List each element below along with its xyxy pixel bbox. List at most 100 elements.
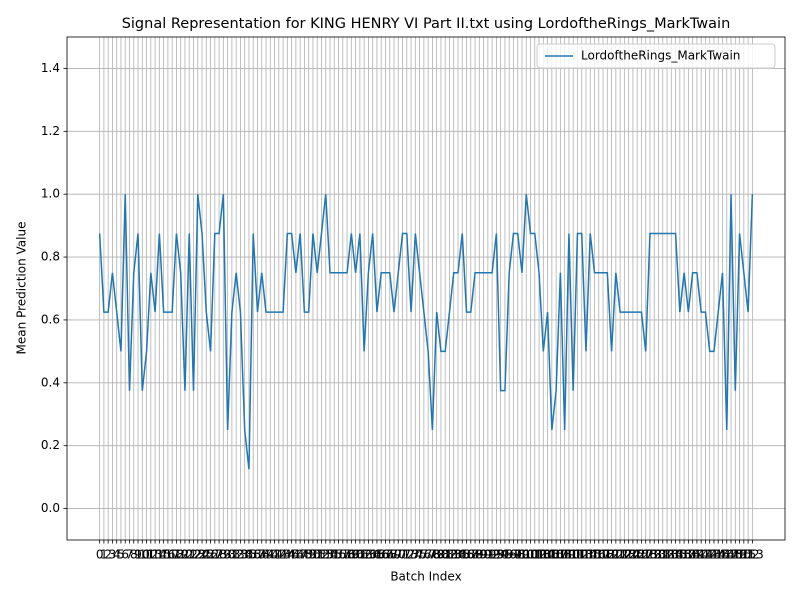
x-tick-label: 86 <box>459 548 474 562</box>
x-tick-label: 88 <box>467 548 482 562</box>
x-tick-label: 73 <box>403 548 418 562</box>
x-tick-label: 109 <box>553 548 576 562</box>
x-tick-label: 23 <box>190 548 205 562</box>
x-tick-label: 10 <box>135 548 150 562</box>
x-tick-label: 12 <box>143 548 158 562</box>
x-tick-label: 76 <box>416 548 431 562</box>
x-tick-label: 106 <box>540 548 563 562</box>
x-tick-label: 152 <box>737 548 760 562</box>
x-tick-label: 68 <box>382 548 397 562</box>
x-tick-label: 85 <box>455 548 470 562</box>
x-tick-label: 44 <box>280 548 295 562</box>
x-tick-label: 67 <box>378 548 393 562</box>
x-tick-label: 15 <box>156 548 171 562</box>
x-tick-label: 11 <box>139 548 154 562</box>
y-tick-label: 1.2 <box>41 124 60 138</box>
x-tick-label: 95 <box>497 548 512 562</box>
y-tick-label: 1.4 <box>41 61 60 75</box>
y-axis-label: Mean Prediction Value <box>15 222 29 355</box>
x-tick-label: 149 <box>724 548 747 562</box>
x-tick-label: 40 <box>263 548 278 562</box>
x-tick-label: 62 <box>356 548 371 562</box>
x-tick-label: 101 <box>519 548 542 562</box>
x-tick-label: 143 <box>698 548 721 562</box>
x-tick-label: 139 <box>681 548 704 562</box>
y-tick-label: 0.8 <box>41 250 60 264</box>
x-tick-label: 18 <box>169 548 184 562</box>
x-tick-label: 107 <box>545 548 568 562</box>
x-tick-label: 79 <box>429 548 444 562</box>
y-tick-label: 0.2 <box>41 438 60 452</box>
x-tick-label: 97 <box>506 548 521 562</box>
x-tick-label: 81 <box>438 548 453 562</box>
x-tick-label: 142 <box>694 548 717 562</box>
x-axis-label: Batch Index <box>390 570 461 584</box>
x-tick-label: 151 <box>732 548 755 562</box>
x-tick-label: 65 <box>369 548 384 562</box>
x-tick-label: 41 <box>267 548 282 562</box>
x-tick-label: 153 <box>741 548 764 562</box>
x-tick-label: 5 <box>117 548 125 562</box>
x-tick-label: 146 <box>711 548 734 562</box>
x-tick-label: 135 <box>664 548 687 562</box>
x-tick-label: 38 <box>254 548 269 562</box>
x-tick-label: 21 <box>182 548 197 562</box>
x-tick-label: 89 <box>472 548 487 562</box>
x-tick-label: 49 <box>301 548 316 562</box>
x-tick-label: 53 <box>318 548 333 562</box>
x-tick-label: 35 <box>241 548 256 562</box>
x-tick-label: 58 <box>339 548 354 562</box>
x-tick-label: 26 <box>203 548 218 562</box>
x-tick-label: 71 <box>395 548 410 562</box>
x-tick-label: 70 <box>391 548 406 562</box>
x-tick-label: 33 <box>233 548 248 562</box>
x-tick-label: 145 <box>707 548 730 562</box>
x-tick-label: 7 <box>126 548 134 562</box>
x-tick-label: 50 <box>305 548 320 562</box>
x-tick-label: 141 <box>690 548 713 562</box>
x-tick-label: 127 <box>630 548 653 562</box>
x-tick-label: 59 <box>344 548 359 562</box>
x-tick-label: 117 <box>587 548 610 562</box>
legend-label: LordoftheRings_MarkTwain <box>581 49 740 63</box>
x-tick-label: 105 <box>536 548 559 562</box>
x-tick-label: 115 <box>579 548 602 562</box>
x-tick-label: 1 <box>100 548 108 562</box>
x-tick-label: 144 <box>703 548 726 562</box>
x-tick-label: 51 <box>310 548 325 562</box>
x-tick-label: 116 <box>583 548 606 562</box>
x-tick-label: 66 <box>374 548 389 562</box>
x-tick-label: 87 <box>463 548 478 562</box>
x-tick-label: 82 <box>442 548 457 562</box>
x-tick-label: 72 <box>399 548 414 562</box>
x-tick-label: 39 <box>258 548 273 562</box>
x-tick-label: 61 <box>352 548 367 562</box>
x-tick-label: 4 <box>113 548 121 562</box>
x-tick-label: 78 <box>425 548 440 562</box>
x-tick-label: 8 <box>130 548 138 562</box>
x-tick-label: 19 <box>173 548 188 562</box>
x-tick-label: 126 <box>626 548 649 562</box>
x-tick-label: 14 <box>152 548 167 562</box>
x-tick-label: 55 <box>327 548 342 562</box>
x-tick-label: 84 <box>450 548 465 562</box>
x-tick-label: 90 <box>476 548 491 562</box>
x-tick-label: 64 <box>365 548 380 562</box>
x-tick-label: 45 <box>284 548 299 562</box>
x-tick-label: 138 <box>677 548 700 562</box>
x-tick-label: 99 <box>514 548 529 562</box>
x-tick-label: 29 <box>216 548 231 562</box>
x-tick-label: 48 <box>297 548 312 562</box>
x-tick-label: 134 <box>660 548 683 562</box>
x-tick-label: 0 <box>96 548 104 562</box>
x-tick-label: 6 <box>121 548 129 562</box>
plot-frame <box>66 36 786 541</box>
x-tick-label: 136 <box>668 548 691 562</box>
x-tick-label: 140 <box>685 548 708 562</box>
x-tick-label: 52 <box>314 548 329 562</box>
x-tick-label: 16 <box>160 548 175 562</box>
x-tick-label: 28 <box>211 548 226 562</box>
y-tick-label: 1.0 <box>41 187 60 201</box>
x-tick-label: 43 <box>275 548 290 562</box>
x-tick-label: 80 <box>433 548 448 562</box>
